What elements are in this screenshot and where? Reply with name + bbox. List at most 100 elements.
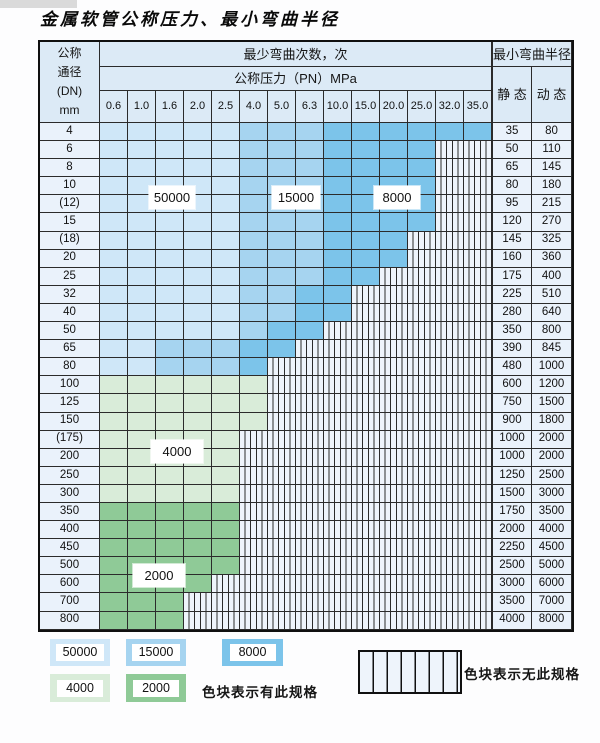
dn-header-line: (DN) <box>56 84 83 98</box>
no-spec-cell <box>324 575 352 594</box>
dn-cell: 80 <box>40 358 100 377</box>
no-spec-cell <box>436 322 464 341</box>
no-spec-cell <box>296 448 324 467</box>
static-cell: 2250 <box>492 539 532 558</box>
spec-cell-50000 <box>212 195 240 214</box>
no-spec-cell <box>464 557 492 576</box>
dynamic-cell: 2000 <box>532 430 572 449</box>
no-spec-cell <box>464 466 492 485</box>
dynamic-cell: 360 <box>532 249 572 268</box>
no-spec-cell <box>436 557 464 576</box>
spec-cell-4000 <box>212 484 240 503</box>
spec-cell-50000 <box>100 358 128 377</box>
dn-header-line: 通径 <box>57 65 82 79</box>
spec-cell-8000 <box>268 340 296 359</box>
no-spec-cell <box>324 358 352 377</box>
spec-cell-15000 <box>240 141 268 160</box>
spec-cell-4000 <box>184 484 212 503</box>
no-spec-cell <box>436 141 464 160</box>
spec-cell-2000 <box>100 593 128 612</box>
spec-cell-8000 <box>240 340 268 359</box>
no-spec-cell <box>436 430 464 449</box>
no-spec-cell <box>408 502 436 522</box>
no-spec-cell <box>436 539 464 558</box>
no-spec-cell <box>408 412 436 431</box>
spec-cell-50000 <box>100 303 128 323</box>
legend-available-note: 色块表示有此规格 <box>202 685 318 700</box>
no-spec-cell <box>240 484 268 503</box>
no-spec-cell <box>324 376 352 395</box>
spec-cell-15000 <box>212 358 240 377</box>
spec-cell-8000 <box>352 249 380 268</box>
static-cell: 145 <box>492 231 532 250</box>
no-spec-cell <box>240 521 268 540</box>
no-spec-cell <box>380 322 408 341</box>
no-spec-cell <box>436 358 464 377</box>
region-label-50000: 50000 <box>149 186 195 209</box>
spec-cell-8000 <box>380 123 408 142</box>
spec-cell-15000 <box>268 159 296 178</box>
no-spec-cell <box>380 376 408 395</box>
spec-cell-50000 <box>128 285 156 304</box>
static-cell: 35 <box>492 123 532 142</box>
no-spec-cell <box>296 557 324 576</box>
no-spec-cell <box>464 322 492 341</box>
spec-cell-50000 <box>156 213 184 232</box>
dn-cell: 20 <box>40 249 100 268</box>
dn-cell: 450 <box>40 539 100 558</box>
legend-swatch-label: 2000 <box>133 679 179 697</box>
no-spec-cell <box>464 484 492 503</box>
no-spec-cell <box>352 303 380 323</box>
no-spec-cell <box>408 521 436 540</box>
dynamic-header: 动 态 <box>532 67 572 123</box>
spec-cell-8000 <box>352 213 380 232</box>
spec-table: 公称 通径 (DN) mm 最少弯曲次数，次 最小弯曲半径 公称压力（PN）MP… <box>38 40 574 632</box>
spec-cell-4000 <box>156 394 184 413</box>
static-cell: 80 <box>492 177 532 196</box>
spec-cell-8000 <box>380 213 408 232</box>
dn-cell: 700 <box>40 593 100 612</box>
dynamic-cell: 6000 <box>532 575 572 594</box>
dn-cell: 50 <box>40 322 100 341</box>
dn-cell: 600 <box>40 575 100 594</box>
spec-cell-15000 <box>156 358 184 377</box>
spec-cell-2000 <box>128 521 156 540</box>
static-cell: 2500 <box>492 557 532 576</box>
static-cell: 175 <box>492 267 532 286</box>
no-spec-cell <box>268 448 296 467</box>
spec-cell-8000 <box>324 123 352 142</box>
spec-cell-4000 <box>156 412 184 431</box>
no-spec-cell <box>352 448 380 467</box>
no-spec-cell <box>464 303 492 323</box>
no-spec-cell <box>436 231 464 250</box>
no-spec-cell <box>352 611 380 630</box>
no-spec-cell <box>408 376 436 395</box>
no-spec-cell <box>464 575 492 594</box>
no-spec-cell <box>436 285 464 304</box>
spec-cell-4000 <box>240 376 268 395</box>
spec-cell-15000 <box>240 231 268 250</box>
spec-cell-15000 <box>268 231 296 250</box>
no-spec-cell <box>268 394 296 413</box>
spec-cell-2000 <box>156 539 184 558</box>
spec-cell-15000 <box>240 123 268 142</box>
spec-cell-50000 <box>128 340 156 359</box>
page-title: 金属软管公称压力、最小弯曲半径 <box>40 10 340 29</box>
no-spec-cell <box>464 430 492 449</box>
no-spec-cell <box>436 394 464 413</box>
spec-cell-4000 <box>156 484 184 503</box>
no-spec-cell <box>268 521 296 540</box>
no-spec-cell <box>380 358 408 377</box>
no-spec-cell <box>408 430 436 449</box>
no-spec-cell <box>352 376 380 395</box>
no-spec-cell <box>408 285 436 304</box>
no-spec-cell <box>436 593 464 612</box>
no-spec-cell <box>212 593 240 612</box>
no-spec-cell <box>352 358 380 377</box>
no-spec-cell <box>464 159 492 178</box>
spec-cell-2000 <box>184 575 212 594</box>
spec-cell-50000 <box>212 213 240 232</box>
no-spec-cell <box>436 159 464 178</box>
spec-cell-8000 <box>408 159 436 178</box>
no-spec-cell <box>296 340 324 359</box>
